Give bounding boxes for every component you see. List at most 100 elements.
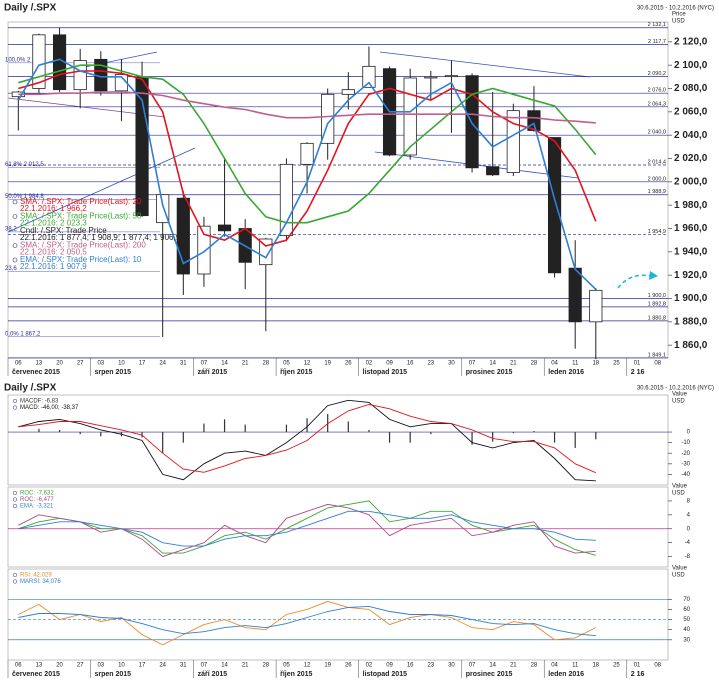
y-tick-label: 2 080,0	[674, 83, 708, 94]
candle-body	[589, 289, 603, 323]
histogram-bar	[244, 424, 246, 433]
series-line	[17, 58, 597, 290]
y-tick-label: 2 040,0	[674, 130, 708, 141]
y-tick-label: -8	[685, 554, 691, 560]
histogram-bar	[492, 432, 494, 442]
series-line	[18, 503, 596, 558]
y-tick-label: 30	[683, 637, 690, 643]
level-label: 2 076,0	[648, 88, 666, 94]
projection-arrowhead	[649, 271, 658, 280]
y-tick-label: 1 920,0	[674, 270, 708, 281]
histogram-bar	[388, 432, 391, 443]
x-tick-label: 13	[36, 361, 43, 367]
legend-note: 22.1.2016: 1 877,4; 1 908,9; 1 877,4; 1 …	[20, 233, 181, 242]
x-tick-label: 07	[469, 361, 476, 367]
series-line	[18, 605, 596, 637]
level-label: 1 892,8	[648, 301, 666, 307]
legend-icon	[12, 243, 18, 248]
legend-note: 22.1.2016: 2 023,3	[20, 219, 87, 228]
panel-frame	[7, 568, 669, 661]
x-tick-label: 21	[242, 361, 249, 367]
x-tick-label: 28	[262, 663, 269, 669]
trendline	[7, 147, 196, 233]
y-tick-label: 60	[683, 607, 690, 613]
y-tick-label: -4	[685, 540, 691, 546]
level-label: 1 954,9	[648, 229, 666, 235]
x-tick-label: 27	[77, 361, 84, 367]
legend-icon	[12, 490, 18, 496]
histogram-bar	[368, 429, 370, 433]
histogram-bar	[141, 432, 143, 438]
y-axis-label: Value	[672, 566, 688, 572]
legend-icon	[12, 579, 18, 584]
y-tick-label: 0	[687, 526, 691, 532]
x-tick-label: 06	[15, 663, 22, 669]
x-tick-label: 07	[469, 663, 476, 669]
x-tick-label: 13	[36, 663, 43, 669]
histogram-bar	[79, 432, 81, 435]
level-label: 2 090,2	[648, 71, 666, 77]
x-tick-label: 23	[427, 663, 434, 669]
y-axis-label: Value	[672, 392, 688, 398]
fib-label: 0,0% 1 867,2	[5, 331, 41, 337]
x-tick-label: 19	[324, 663, 331, 669]
candle-body	[197, 225, 211, 275]
level-label: 2 000,0	[648, 176, 666, 182]
candle-body	[444, 75, 459, 78]
legend-entry: ROC: -7,632	[20, 491, 54, 497]
x-tick-label: 02	[366, 663, 373, 669]
x-tick-label: 16	[407, 663, 414, 669]
histogram-bar	[409, 432, 411, 443]
y-tick-label: 50	[683, 617, 690, 623]
x-tick-label: 26	[345, 361, 352, 367]
series-line	[18, 399, 596, 482]
x-tick-label: 19	[324, 361, 331, 367]
level-label: 1 988,9	[648, 189, 666, 195]
legend-icon	[12, 257, 18, 263]
x-tick-label: 18	[592, 361, 599, 367]
y-tick-label: 1 960,0	[674, 223, 708, 234]
y-axis-label: USD	[672, 491, 685, 497]
y-tick-label: 1 860,0	[674, 340, 708, 351]
level-label: 2 064,3	[648, 101, 666, 107]
legend-name: SMA: /.SPX: Trade Price(Last): 50	[20, 212, 142, 221]
month-label: říjen 2015	[280, 369, 312, 376]
legend-entry: MACD: -46,00; -38,37	[20, 405, 79, 411]
y-axis-label: USD	[672, 19, 685, 25]
x-tick-label: 05	[283, 663, 290, 669]
legend-entry: MACDF: -6,83	[20, 399, 59, 405]
candle-body	[547, 137, 562, 274]
y-axis-label: USD	[672, 573, 685, 579]
chart-title: Daily /.SPX	[4, 3, 57, 14]
histogram-bar	[533, 431, 535, 433]
x-tick-label: 04	[551, 663, 558, 669]
y-tick-label: -20	[681, 451, 690, 457]
month-label: leden 2016	[548, 369, 584, 376]
month-label: srpen 2015	[95, 369, 132, 376]
series-line	[18, 500, 596, 556]
fib-label: 61,8% 2 012,5	[5, 162, 44, 168]
candle-body	[32, 34, 46, 89]
y-tick-label: 2 020,0	[674, 153, 708, 164]
histogram-bar	[100, 432, 102, 437]
month-label: říjen 2015	[280, 671, 312, 678]
x-tick-label: 21	[510, 361, 517, 367]
legend-name: Cndl: /.SPX: Trade Price	[20, 226, 107, 235]
histogram-bar	[471, 432, 473, 445]
legend-name: EMA: /.SPX: Trade Price(Last): 10	[20, 255, 142, 264]
series-line	[18, 600, 596, 646]
x-tick-label: 21	[510, 663, 517, 669]
legend-entry: ROC: -6,477	[20, 497, 54, 503]
x-tick-label: 11	[572, 361, 579, 367]
histogram-bar	[595, 432, 597, 440]
x-tick-label: 06	[15, 361, 22, 367]
x-tick-label: 18	[592, 663, 599, 669]
x-tick-label: 01	[634, 663, 641, 669]
chart-subtitle: 30.6.2015 - 10.2.2016 (NYC)	[637, 6, 714, 12]
y-tick-label: 2 060,0	[674, 106, 708, 117]
month-label: září 2015	[198, 369, 228, 376]
month-label: listopad 2015	[363, 369, 407, 376]
x-tick-label: 20	[56, 361, 63, 367]
level-label: 1 900,0	[648, 293, 666, 299]
x-tick-label: 17	[139, 663, 146, 669]
